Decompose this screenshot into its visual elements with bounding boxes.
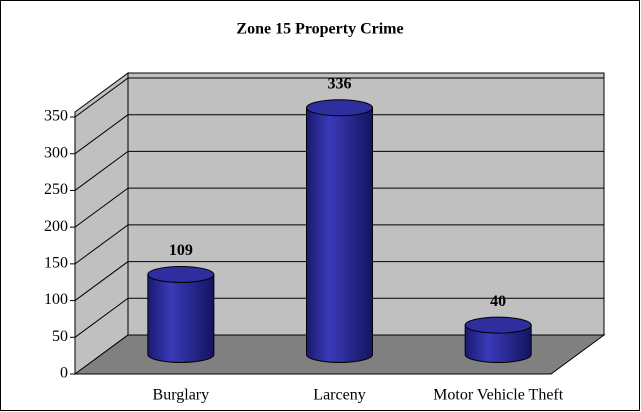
bar xyxy=(464,316,532,363)
y-tick-label: 300 xyxy=(44,144,68,161)
data-label: 336 xyxy=(328,75,352,92)
bar-top xyxy=(147,265,215,283)
grid-line xyxy=(74,114,129,155)
grid-line xyxy=(74,261,129,301)
grid-line xyxy=(74,151,129,191)
grid-line xyxy=(74,297,129,338)
y-tick-label: 350 xyxy=(44,108,68,125)
y-tick-label: 0 xyxy=(60,365,68,382)
y-tick-label: 200 xyxy=(44,218,68,235)
y-tick-label: 150 xyxy=(44,255,68,272)
grid-line xyxy=(74,77,129,118)
bar-body xyxy=(464,324,532,363)
grid-line xyxy=(74,187,129,228)
x-tick-label: Larceny xyxy=(313,387,365,404)
bar-body xyxy=(306,107,373,363)
y-tick-label: 50 xyxy=(52,328,68,345)
y-tick-label: 250 xyxy=(44,181,68,198)
y-tick-label: 100 xyxy=(44,291,68,308)
x-tick-label: Motor Vehicle Theft xyxy=(433,387,564,404)
bar xyxy=(147,265,215,363)
bar-body xyxy=(147,273,215,363)
bar-top xyxy=(464,316,532,334)
side-wall xyxy=(74,72,129,375)
data-label: 40 xyxy=(490,293,506,310)
bar-top xyxy=(306,99,373,117)
grid-line xyxy=(74,224,129,265)
x-tick-label: Burglary xyxy=(153,387,210,404)
data-label: 109 xyxy=(169,242,193,259)
bar xyxy=(306,99,373,363)
chart-title: Zone 15 Property Crime xyxy=(236,21,403,38)
